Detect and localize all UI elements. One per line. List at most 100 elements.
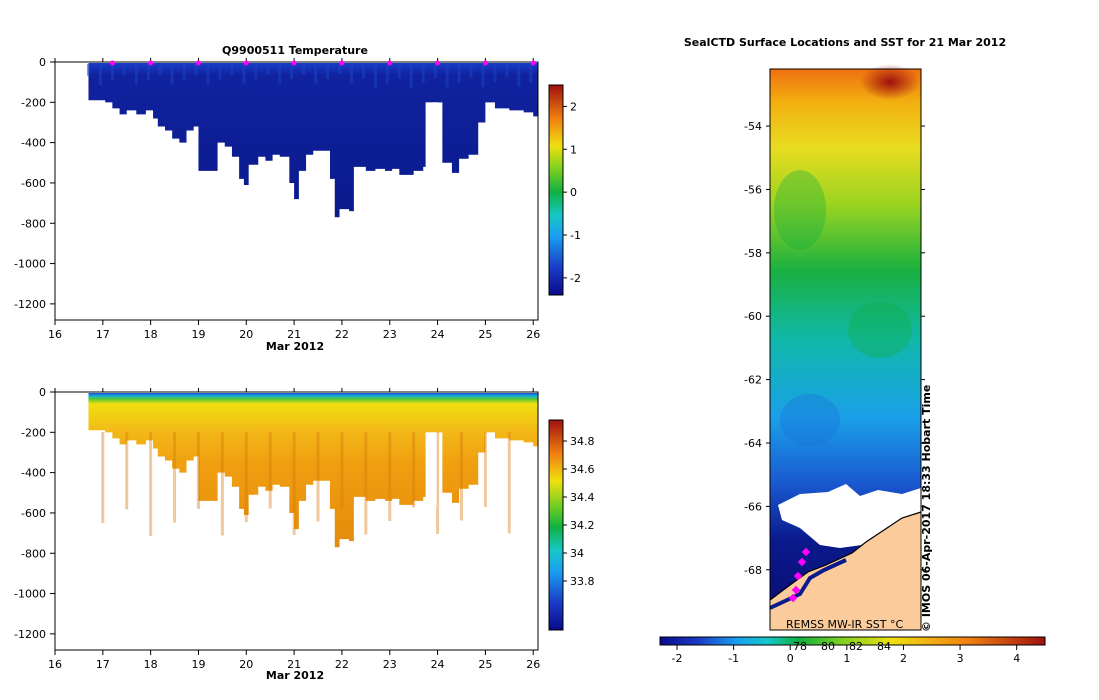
temperature-panel: Q9900511 Temperature 0 -200 -400 -600 -800 -1… — [14, 44, 581, 353]
map-title: SealCTD Surface Locations and SST for 21… — [684, 36, 1006, 49]
imos-credit: © IMOS 06-Apr-2017 18:33 Hobart Time — [920, 385, 933, 632]
seal-location-marker — [793, 571, 803, 581]
temperature-data-gap — [425, 102, 437, 177]
profile-marker — [387, 60, 393, 66]
sst-eddy — [780, 394, 840, 446]
sal-xtick-label: 16 — [48, 658, 62, 671]
temperature-colorbar-ticks: 2 1 0 -1 -2 — [563, 100, 581, 285]
sal-xtick-label: 21 — [287, 658, 301, 671]
antarctic-land — [770, 512, 921, 630]
temp-xtick-label: 18 — [144, 328, 158, 341]
sst-colorbar-tick-label: -2 — [672, 652, 683, 665]
sst-inner-tick-label: 82 — [849, 640, 863, 653]
temperature-x-axis: 16 17 18 19 20 21 22 23 24 25 26 — [48, 58, 540, 341]
sal-xtick-label: 26 — [526, 658, 540, 671]
temp-ytick-label: 0 — [39, 56, 46, 69]
sst-colorbar-tick-label: 2 — [900, 652, 907, 665]
sst-inner-tick-label: 78 — [793, 640, 807, 653]
colorbar-tick-label: 1 — [570, 143, 577, 156]
salinity-xlabel: Mar 2012 — [266, 669, 324, 682]
temperature-surface-layer — [86, 64, 533, 88]
sal-ytick-label: -200 — [21, 426, 46, 439]
temp-xtick-label: 25 — [478, 328, 492, 341]
sal-ytick-label: -800 — [21, 547, 46, 560]
sal-ytick-label: -1000 — [14, 588, 46, 601]
sal-xtick-label: 24 — [431, 658, 445, 671]
temp-xtick-label: 22 — [335, 328, 349, 341]
seal-location-marker — [788, 593, 798, 603]
salinity-axes-frame — [54, 391, 539, 651]
colorbar-tick-label: -1 — [570, 229, 581, 242]
temperature-title: Q9900511 Temperature — [222, 44, 368, 57]
temp-ytick-label: -400 — [21, 137, 46, 150]
temp-xtick-label: 23 — [383, 328, 397, 341]
sst-inner-tick-label: 84 — [877, 640, 891, 653]
profile-marker — [243, 60, 249, 66]
colorbar-tick-label: 34.4 — [570, 491, 595, 504]
map-ytick-label: -58 — [744, 247, 762, 260]
sst-colorbar-tick-label: 3 — [957, 652, 964, 665]
temp-ytick-label: -1200 — [14, 298, 46, 311]
sst-colorbar-tick-label: 0 — [787, 652, 794, 665]
warm-patch — [860, 64, 920, 100]
salinity-colorbar — [548, 419, 564, 631]
map-ytick-label: -62 — [744, 374, 762, 387]
profile-marker — [109, 60, 115, 66]
map-ytick-label: -54 — [744, 120, 762, 133]
temp-xtick-label: 26 — [526, 328, 540, 341]
temperature-axes-frame — [54, 61, 539, 321]
temperature-xlabel: Mar 2012 — [266, 340, 324, 353]
temp-ytick-label: -800 — [21, 217, 46, 230]
temp-xtick-label: 20 — [239, 328, 253, 341]
sst-colorbar-ticks: -2 -1 0 1 2 3 4 78 80 82 84 — [672, 640, 1021, 665]
profile-marker — [482, 60, 488, 66]
salinity-colorbar-ticks: 34.8 34.6 34.4 34.2 34 33.8 — [563, 435, 595, 588]
sal-xtick-label: 17 — [96, 658, 110, 671]
profile-marker — [435, 60, 441, 66]
colorbar-tick-label: 0 — [570, 186, 577, 199]
colorbar-tick-label: 34.6 — [570, 463, 595, 476]
temp-xtick-label: 16 — [48, 328, 62, 341]
profile-marker — [195, 60, 201, 66]
sal-ytick-label: -400 — [21, 467, 46, 480]
sal-xtick-label: 19 — [191, 658, 205, 671]
salinity-data-gap — [425, 432, 437, 507]
sal-xtick-label: 20 — [239, 658, 253, 671]
sal-ytick-label: 0 — [39, 386, 46, 399]
salinity-x-axis: 16 17 18 19 20 21 22 23 24 25 26 — [48, 388, 540, 671]
seal-location-marker — [797, 557, 807, 567]
sal-ytick-label: -1200 — [14, 628, 46, 641]
profile-marker — [291, 60, 297, 66]
sst-colorbar-tick-label: 1 — [843, 652, 850, 665]
coastline — [769, 511, 922, 601]
sal-xtick-label: 25 — [478, 658, 492, 671]
colorbar-tick-label: 34 — [570, 547, 584, 560]
temp-xtick-label: 24 — [431, 328, 445, 341]
sst-eddy — [774, 170, 826, 250]
sst-eddy — [848, 302, 912, 358]
profile-marker — [148, 60, 154, 66]
seal-location-marker — [791, 585, 801, 595]
profile-marker — [339, 60, 345, 66]
sst-inner-tick-label: 80 — [821, 640, 835, 653]
sal-xtick-label: 18 — [144, 658, 158, 671]
sal-ytick-label: -600 — [21, 507, 46, 520]
map-frame — [769, 68, 922, 631]
temperature-y-axis: 0 -200 -400 -600 -800 -1000 -1200 — [14, 56, 55, 311]
colorbar-tick-label: 34.8 — [570, 435, 595, 448]
map-ytick-label: -68 — [744, 564, 762, 577]
colorbar-tick-label: -2 — [570, 272, 581, 285]
map-ytick-label: -66 — [744, 500, 762, 513]
temp-ytick-label: -1000 — [14, 258, 46, 271]
salinity-heatmap — [88, 393, 538, 548]
map-ytick-label: -56 — [744, 183, 762, 196]
colorbar-tick-label: 33.8 — [570, 575, 595, 588]
sst-map-panel: SealCTD Surface Locations and SST for 21… — [659, 36, 1046, 665]
temp-xtick-label: 19 — [191, 328, 205, 341]
colorbar-tick-label: 34.2 — [570, 519, 595, 532]
seal-location-marker — [801, 547, 811, 557]
temp-xtick-label: 17 — [96, 328, 110, 341]
profile-markers — [109, 60, 536, 66]
temperature-colorbar — [548, 84, 564, 296]
salinity-column-shading — [101, 432, 511, 536]
